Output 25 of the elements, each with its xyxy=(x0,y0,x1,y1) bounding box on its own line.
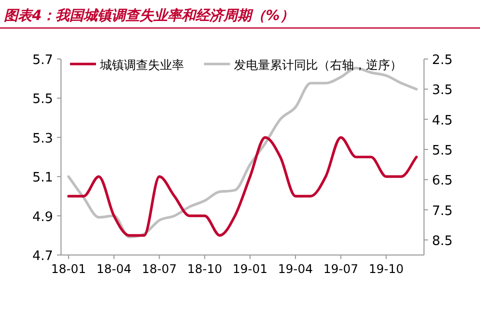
legend-label: 城镇调查失业率 xyxy=(99,58,184,72)
x-tick-label: 18-07 xyxy=(142,262,177,276)
x-tick-label: 18-04 xyxy=(96,262,132,276)
y2-tick-label: 7.5 xyxy=(432,204,453,219)
x-tick-label: 19-07 xyxy=(323,262,358,276)
x-tick-label: 19-10 xyxy=(368,262,404,276)
y2-tick-label: 4.5 xyxy=(432,113,453,128)
x-tick-label: 18-01 xyxy=(51,262,86,276)
y-tick-label: 5.3 xyxy=(32,131,53,146)
y2-tick-label: 5.5 xyxy=(432,143,453,158)
y2-tick-label: 3.5 xyxy=(432,83,453,98)
y-tick-label: 4.9 xyxy=(32,210,53,225)
y-tick-label: 4.7 xyxy=(32,249,53,264)
chart-title: 图表4：我国城镇调查失业率和经济周期（%） xyxy=(4,7,294,24)
y-tick-label: 5.1 xyxy=(32,170,53,186)
y2-tick-label: 6.5 xyxy=(432,174,453,189)
legend-label: 发电量累计同比（右轴，逆序） xyxy=(234,58,402,72)
x-tick-label: 19-01 xyxy=(232,262,268,276)
y2-tick-label: 8.5 xyxy=(432,234,453,249)
y-tick-label: 5.7 xyxy=(32,53,53,68)
x-tick-label: 18-10 xyxy=(187,262,222,276)
y-tick-label: 5.5 xyxy=(32,92,53,108)
x-tick-label: 19-04 xyxy=(278,262,313,276)
y2-tick-label: 2.5 xyxy=(432,53,453,68)
line-series xyxy=(67,136,418,237)
